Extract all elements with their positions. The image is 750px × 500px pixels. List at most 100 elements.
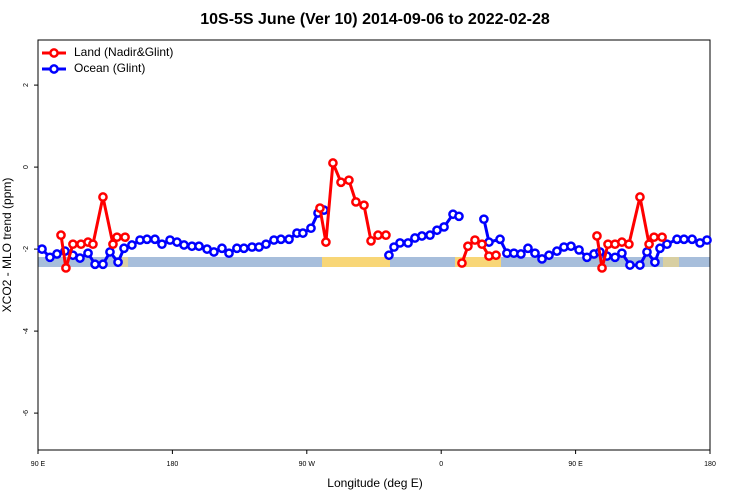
data-point bbox=[610, 252, 620, 263]
y-tick-label: 0 bbox=[23, 165, 30, 169]
data-point bbox=[98, 192, 108, 202]
data-point bbox=[649, 232, 659, 243]
data-point bbox=[617, 248, 627, 259]
data-point bbox=[68, 239, 78, 250]
data-point bbox=[344, 175, 354, 186]
data-point bbox=[359, 200, 369, 211]
data-point bbox=[61, 263, 71, 273]
series-line bbox=[59, 162, 663, 269]
data-point bbox=[479, 214, 489, 225]
data-point bbox=[624, 239, 634, 250]
data-point bbox=[366, 236, 376, 246]
legend-marker bbox=[49, 48, 59, 58]
data-point bbox=[516, 249, 526, 259]
data-point bbox=[403, 238, 413, 248]
data-point bbox=[315, 203, 325, 213]
data-point bbox=[120, 232, 130, 243]
legend-label: Ocean (Glint) bbox=[74, 61, 145, 75]
data-point bbox=[83, 248, 93, 259]
y-tick-label: 2 bbox=[23, 83, 30, 87]
data-point bbox=[328, 158, 338, 168]
data-point bbox=[381, 230, 391, 241]
data-point bbox=[127, 240, 137, 250]
data-point bbox=[657, 232, 667, 243]
data-point bbox=[298, 228, 308, 238]
data-point bbox=[650, 257, 660, 268]
data-point bbox=[373, 230, 383, 241]
data-point bbox=[284, 234, 294, 245]
plot-frame bbox=[37, 39, 711, 451]
chart-title: 10S-5S June (Ver 10) 2014-09-06 to 2022-… bbox=[200, 11, 550, 28]
data-point bbox=[179, 240, 189, 250]
data-point bbox=[530, 248, 540, 259]
data-point bbox=[625, 260, 635, 270]
land-mask-strip bbox=[38, 257, 710, 267]
data-point bbox=[702, 235, 712, 245]
y-tick-label: -6 bbox=[23, 410, 30, 416]
data-point bbox=[119, 243, 129, 254]
data-point bbox=[417, 231, 427, 241]
data-point bbox=[261, 239, 271, 250]
data-point bbox=[552, 246, 562, 256]
data-point bbox=[142, 234, 152, 245]
data-point bbox=[52, 249, 62, 259]
data-point bbox=[574, 245, 584, 255]
data-point bbox=[457, 258, 467, 268]
data-point bbox=[113, 257, 123, 268]
legend-marker bbox=[49, 64, 59, 74]
y-tick-label: -4 bbox=[23, 328, 30, 334]
data-point bbox=[194, 241, 204, 252]
data-point bbox=[75, 253, 85, 263]
data-point bbox=[98, 259, 108, 270]
x-tick-label: 180 bbox=[704, 461, 716, 468]
data-point bbox=[523, 243, 533, 254]
data-point bbox=[395, 238, 405, 248]
data-point bbox=[239, 243, 249, 254]
data-point bbox=[276, 234, 286, 245]
data-point bbox=[477, 239, 487, 250]
data-point bbox=[105, 247, 115, 257]
data-point bbox=[454, 211, 464, 222]
data-point bbox=[217, 243, 227, 254]
data-point bbox=[112, 232, 122, 243]
data-point bbox=[463, 241, 473, 252]
x-axis-label: Longitude (deg E) bbox=[327, 476, 422, 490]
data-point bbox=[470, 235, 480, 245]
data-point bbox=[635, 192, 645, 202]
data-point bbox=[597, 263, 607, 273]
data-point bbox=[209, 247, 219, 257]
data-point bbox=[642, 247, 652, 257]
data-point bbox=[157, 239, 167, 250]
data-point bbox=[566, 241, 576, 252]
legend-label: Land (Nadir&Glint) bbox=[74, 45, 173, 59]
data-point bbox=[495, 234, 505, 245]
x-tick-label: 0 bbox=[439, 461, 443, 468]
data-point bbox=[679, 234, 689, 245]
data-point bbox=[321, 237, 331, 247]
data-point bbox=[425, 230, 435, 241]
y-axis-label: XCO2 - MLO trend (ppm) bbox=[0, 178, 14, 313]
data-point bbox=[351, 197, 361, 207]
data-point bbox=[537, 254, 547, 264]
data-point bbox=[544, 250, 554, 261]
data-point bbox=[384, 250, 394, 261]
data-point bbox=[687, 234, 697, 245]
data-point bbox=[644, 239, 654, 250]
data-point bbox=[88, 239, 98, 250]
data-point bbox=[439, 222, 449, 232]
x-tick-label: 90 E bbox=[568, 461, 583, 468]
x-tick-label: 90 W bbox=[299, 461, 316, 468]
data-point bbox=[635, 260, 645, 270]
data-point bbox=[592, 231, 602, 241]
x-tick-label: 90 E bbox=[31, 461, 46, 468]
data-point bbox=[655, 243, 665, 254]
data-point bbox=[108, 239, 118, 250]
y-tick-label: -2 bbox=[23, 246, 30, 252]
data-point bbox=[662, 239, 672, 250]
data-point bbox=[336, 177, 346, 188]
data-point bbox=[224, 248, 234, 259]
x-tick-label: 180 bbox=[167, 461, 179, 468]
data-point bbox=[306, 223, 316, 234]
data-point bbox=[56, 230, 66, 241]
